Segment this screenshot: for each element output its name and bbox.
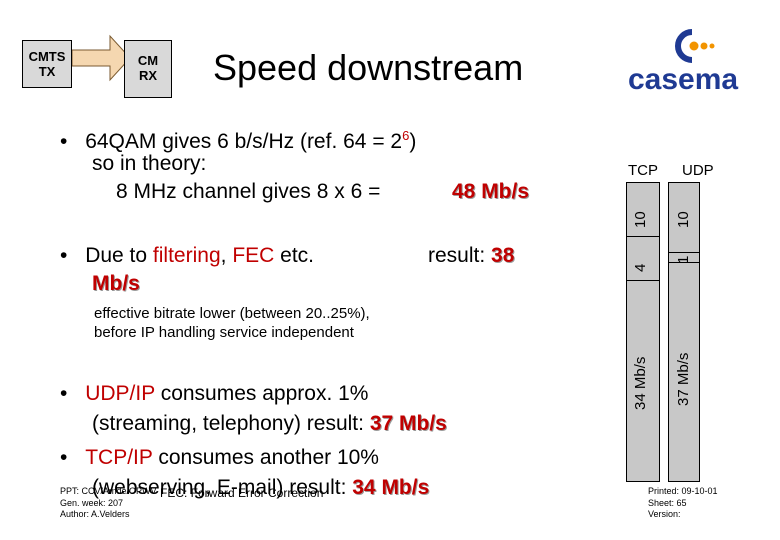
bullet-2-line-1: • Due to filtering, FEC etc. xyxy=(60,244,315,267)
bullet-1-text: 64QAM gives 6 b/s/Hz (ref. 64 = 26) xyxy=(85,128,417,153)
filtering-term: filtering xyxy=(152,244,221,267)
bullet-1-line-2: so in theory: xyxy=(92,152,207,175)
cm-rx-box: CM RX xyxy=(124,40,172,98)
bullet-2-result-unit: Mb/s xyxy=(92,272,140,295)
udp-top-value: 10 xyxy=(675,211,692,228)
footer-ppt: PPT: CCV/Amde/OPWV xyxy=(60,486,157,496)
tcp-bottom-value: 34 Mb/s xyxy=(632,356,649,410)
tcp-label: TCP xyxy=(628,162,658,179)
tcp-divider-1 xyxy=(626,236,660,237)
udp-bottom-value: 37 Mb/s xyxy=(675,352,692,406)
bullet-dot: • xyxy=(60,382,68,405)
bullet-1-line-3: 8 MHz channel gives 8 x 6 = xyxy=(116,180,381,203)
tcp-divider-2 xyxy=(626,280,660,281)
cm-label: CM RX xyxy=(137,53,159,83)
udp-mid-value: 1 xyxy=(675,255,692,264)
cmts-tx-box: CMTS TX xyxy=(22,40,72,88)
fec-term: FEC xyxy=(232,244,275,267)
casema-logo-mark xyxy=(675,29,715,63)
bullet-3-line-2: (streaming, telephony) result: 37 Mb/s xyxy=(92,412,447,435)
casema-logo-text: casema xyxy=(628,63,739,96)
udp-divider-2 xyxy=(668,262,700,263)
udp-divider-1 xyxy=(668,252,700,253)
fec-note: FEC: Forward Error Correction xyxy=(160,486,324,500)
tcp-mid-value: 4 xyxy=(632,263,649,272)
footer-printed: Printed: 09-10-01 xyxy=(648,486,718,496)
bullet-4-line-2: (webserving, E-mail) result: 34 Mb/s xyxy=(92,476,430,499)
bullet-1-result: 48 Mb/s xyxy=(452,180,530,203)
bullet-dot: • xyxy=(60,130,68,153)
sub-text-1: effective bitrate lower (between 20..25%… xyxy=(94,305,370,322)
tcp-top-value: 10 xyxy=(632,211,649,228)
sub-text-2: before IP handling service independent xyxy=(94,324,354,341)
footer-author: Author: A.Velders xyxy=(60,509,130,519)
bullet-dot: • xyxy=(60,244,68,267)
arrow-right-icon xyxy=(72,34,131,82)
page-title: Speed downstream xyxy=(213,47,524,88)
tcp-bar xyxy=(626,182,660,482)
bullet-4-line-1: • TCP/IP consumes another 10% xyxy=(60,446,379,469)
bullet-3-line-1: • UDP/IP consumes approx. 1% xyxy=(60,382,369,405)
bullet-1-line-1: • 64QAM gives 6 b/s/Hz (ref. 64 = 26) xyxy=(60,124,416,154)
cmts-label: CMTS TX xyxy=(28,49,66,79)
bullet-2-result: result: 38 xyxy=(428,244,515,267)
footer-gen-week: Gen. week: 207 xyxy=(60,498,124,508)
casema-logo: casema xyxy=(628,26,758,98)
bullet-dot: • xyxy=(60,446,68,469)
udp-bar xyxy=(668,182,700,482)
footer-sheet: Sheet: 65 xyxy=(648,498,687,508)
footer-version: Version: xyxy=(648,509,681,519)
udp-label: UDP xyxy=(682,162,714,179)
